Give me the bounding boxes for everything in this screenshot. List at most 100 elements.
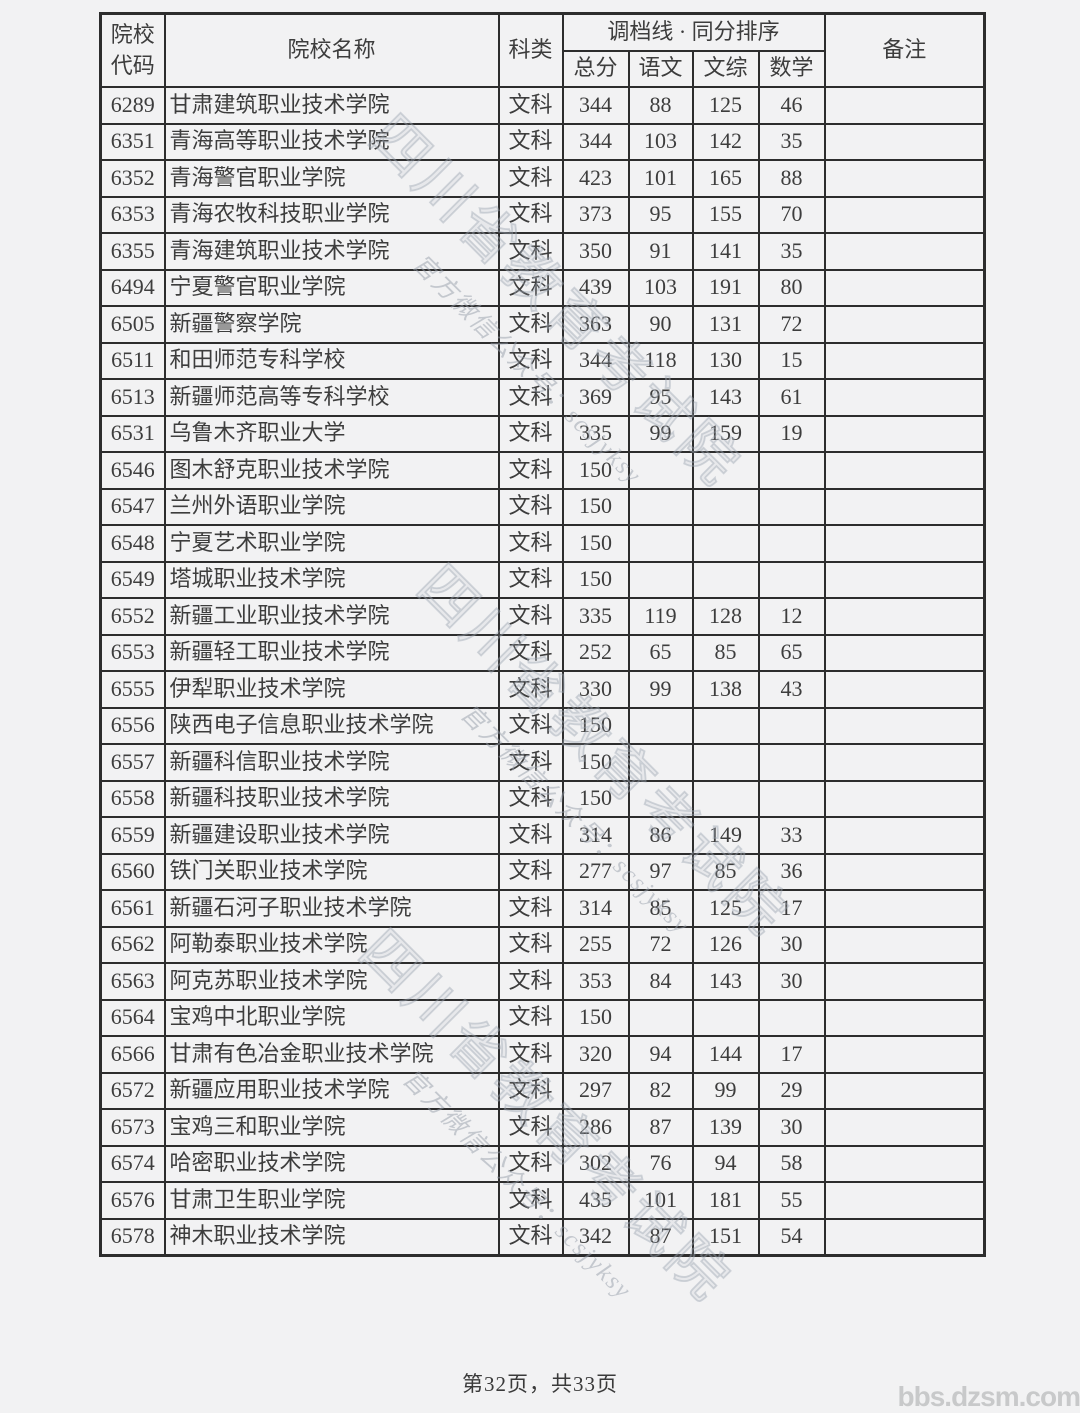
college-code: 6505 [99, 305, 166, 344]
chinese-score: 119 [627, 597, 694, 636]
college-code: 6513 [99, 378, 166, 417]
category: 文科 [497, 816, 564, 855]
college-name: 铁门关职业技术学院 [163, 852, 500, 891]
liberal-comprehensive-score [691, 524, 760, 563]
college-code: 6353 [99, 195, 166, 234]
table-row: 6558 新疆科技职业技术学院 文科 150 [99, 779, 986, 818]
table-row: 6574 哈密职业技术学院 文科 302 76 94 58 [99, 1144, 986, 1183]
category: 文科 [497, 998, 564, 1037]
liberal-comprehensive-score: 139 [691, 1108, 760, 1147]
table-row: 6531 乌鲁木齐职业大学 文科 335 99 159 19 [99, 414, 986, 453]
math-score [757, 743, 826, 782]
liberal-comprehensive-score: 181 [691, 1181, 760, 1220]
chinese-score: 97 [627, 852, 694, 891]
remarks [823, 1144, 986, 1183]
math-score [757, 706, 826, 745]
college-name: 青海建筑职业技术学院 [163, 232, 500, 271]
college-name: 图木舒克职业技术学院 [163, 451, 500, 490]
header-college-code: 院校代码 [99, 12, 166, 88]
category: 文科 [497, 524, 564, 563]
liberal-comprehensive-score: 151 [691, 1217, 760, 1257]
college-code: 6563 [99, 962, 166, 1001]
college-name: 伊犁职业技术学院 [163, 670, 500, 709]
category: 文科 [497, 560, 564, 599]
college-code: 6352 [99, 159, 166, 198]
college-name: 新疆科信职业技术学院 [163, 743, 500, 782]
table-row: 6553 新疆轻工职业技术学院 文科 252 65 85 65 [99, 633, 986, 672]
chinese-score [627, 743, 694, 782]
total-score: 150 [561, 451, 630, 490]
remarks [823, 451, 986, 490]
category: 文科 [497, 889, 564, 928]
remarks [823, 633, 986, 672]
college-code: 6559 [99, 816, 166, 855]
category: 文科 [497, 852, 564, 891]
chinese-score [627, 779, 694, 818]
college-code: 6494 [99, 268, 166, 307]
liberal-comprehensive-score [691, 743, 760, 782]
category: 文科 [497, 159, 564, 198]
remarks [823, 852, 986, 891]
college-name: 阿克苏职业技术学院 [163, 962, 500, 1001]
category: 文科 [497, 962, 564, 1001]
chinese-score [627, 706, 694, 745]
chinese-score: 94 [627, 1035, 694, 1074]
category: 文科 [497, 414, 564, 453]
liberal-comprehensive-score [691, 706, 760, 745]
table-row: 6564 宝鸡中北职业学院 文科 150 [99, 998, 986, 1037]
category: 文科 [497, 779, 564, 818]
college-code: 6564 [99, 998, 166, 1037]
college-name: 新疆建设职业技术学院 [163, 816, 500, 855]
admission-score-table: 院校代码 院校名称 科类 调档线 · 同分排序 备注 总分 语文 文综 数学 6… [99, 12, 987, 1257]
table-row: 6513 新疆师范高等专科学校 文科 369 95 143 61 [99, 378, 986, 417]
college-name: 新疆石河子职业技术学院 [163, 889, 500, 928]
remarks [823, 487, 986, 526]
category: 文科 [497, 451, 564, 490]
math-score: 19 [757, 414, 826, 453]
total-score: 252 [561, 633, 630, 672]
total-score: 150 [561, 487, 630, 526]
total-score: 314 [561, 816, 630, 855]
college-code: 6355 [99, 232, 166, 271]
math-score: 33 [757, 816, 826, 855]
table-row: 6494 宁夏警官职业学院 文科 439 103 191 80 [99, 268, 986, 307]
liberal-comprehensive-score: 130 [691, 341, 760, 380]
liberal-comprehensive-score: 125 [691, 889, 760, 928]
chinese-score: 101 [627, 1181, 694, 1220]
category: 文科 [497, 305, 564, 344]
math-score [757, 779, 826, 818]
math-score [757, 451, 826, 490]
college-name: 新疆警察学院 [163, 305, 500, 344]
total-score: 286 [561, 1108, 630, 1147]
table-row: 6289 甘肃建筑职业技术学院 文科 344 88 125 46 [99, 86, 986, 125]
math-score: 15 [757, 341, 826, 380]
math-score: 17 [757, 889, 826, 928]
total-score: 344 [561, 86, 630, 125]
category: 文科 [497, 1181, 564, 1220]
category: 文科 [497, 670, 564, 709]
math-score: 80 [757, 268, 826, 307]
chinese-score: 84 [627, 962, 694, 1001]
liberal-comprehensive-score: 143 [691, 962, 760, 1001]
college-name: 神木职业技术学院 [163, 1217, 500, 1257]
total-score: 150 [561, 560, 630, 599]
college-code: 6557 [99, 743, 166, 782]
liberal-comprehensive-score [691, 451, 760, 490]
chinese-score: 86 [627, 816, 694, 855]
college-code: 6558 [99, 779, 166, 818]
table-row: 6352 青海警官职业学院 文科 423 101 165 88 [99, 159, 986, 198]
math-score: 35 [757, 232, 826, 271]
college-code: 6562 [99, 925, 166, 964]
total-score: 435 [561, 1181, 630, 1220]
college-name: 塔城职业技术学院 [163, 560, 500, 599]
math-score: 12 [757, 597, 826, 636]
college-name: 宝鸡中北职业学院 [163, 998, 500, 1037]
header-chinese-score: 语文 [627, 49, 694, 88]
total-score: 335 [561, 597, 630, 636]
college-code: 6546 [99, 451, 166, 490]
header-score-group: 调档线 · 同分排序 [561, 12, 826, 52]
table-row: 6355 青海建筑职业技术学院 文科 350 91 141 35 [99, 232, 986, 271]
total-score: 255 [561, 925, 630, 964]
chinese-score: 95 [627, 378, 694, 417]
chinese-score: 103 [627, 122, 694, 161]
